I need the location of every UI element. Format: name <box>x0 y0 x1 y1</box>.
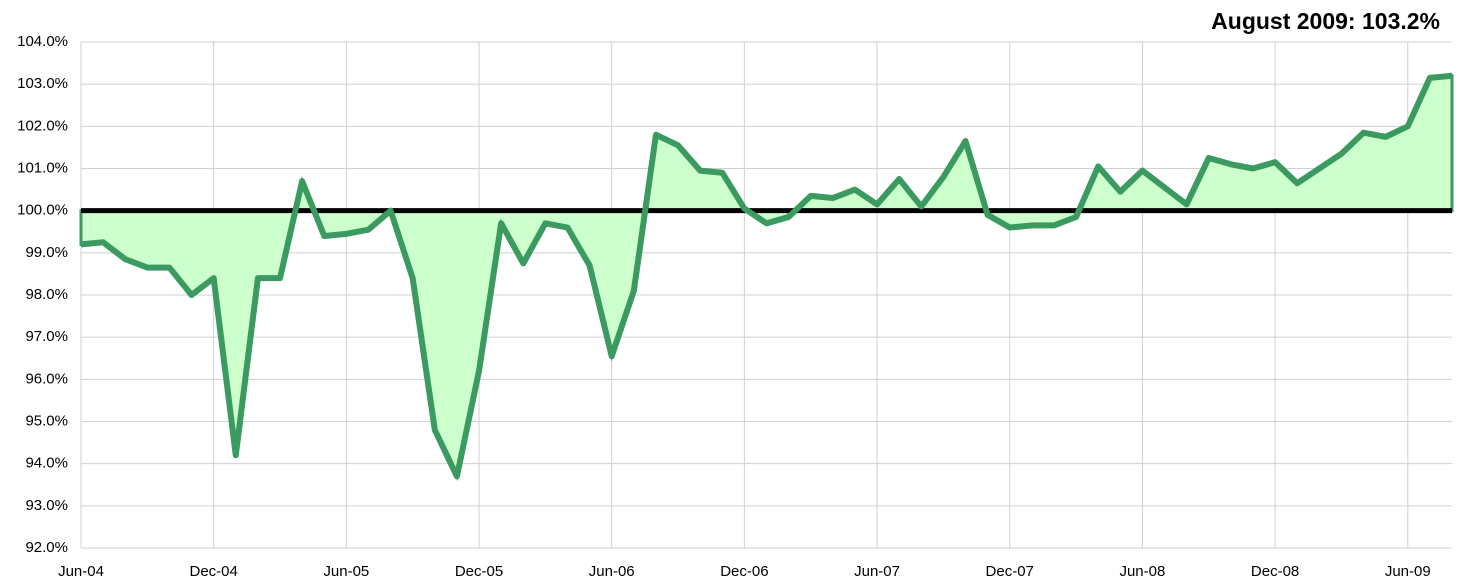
x-tick-label: Dec-08 <box>1251 563 1299 580</box>
x-tick-label: Dec-06 <box>720 563 768 580</box>
y-tick-label: 93.0% <box>25 497 68 514</box>
y-tick-label: 103.0% <box>17 75 68 92</box>
x-tick-label: Jun-05 <box>323 563 369 580</box>
y-tick-label: 92.0% <box>25 539 68 556</box>
line <box>80 72 1453 480</box>
annotation: August 2009: 103.2% <box>1211 8 1440 34</box>
x-tick-label: Dec-05 <box>455 563 503 580</box>
y-tick-label: 97.0% <box>25 328 68 345</box>
y-tick-label: 102.0% <box>17 117 68 134</box>
x-tick-label: Jun-07 <box>854 563 900 580</box>
area-fill <box>79 74 1454 481</box>
y-tick-label: 104.0% <box>17 33 68 50</box>
x-tick-label: Dec-07 <box>986 563 1034 580</box>
x-tick-label: Jun-09 <box>1385 563 1431 580</box>
y-tick-label: 100.0% <box>17 202 68 219</box>
x-tick-label: Jun-04 <box>58 563 104 580</box>
x-tick-label: Dec-04 <box>189 563 237 580</box>
x-tick-label: Jun-08 <box>1119 563 1165 580</box>
y-tick-label: 98.0% <box>25 286 68 303</box>
y-tick-label: 96.0% <box>25 370 68 387</box>
x-tick-label: Jun-06 <box>589 563 635 580</box>
y-tick-label: 95.0% <box>25 412 68 429</box>
y-tick-label: 94.0% <box>25 455 68 472</box>
y-tick-label: 99.0% <box>25 244 68 261</box>
y-tick-label: 101.0% <box>17 159 68 176</box>
